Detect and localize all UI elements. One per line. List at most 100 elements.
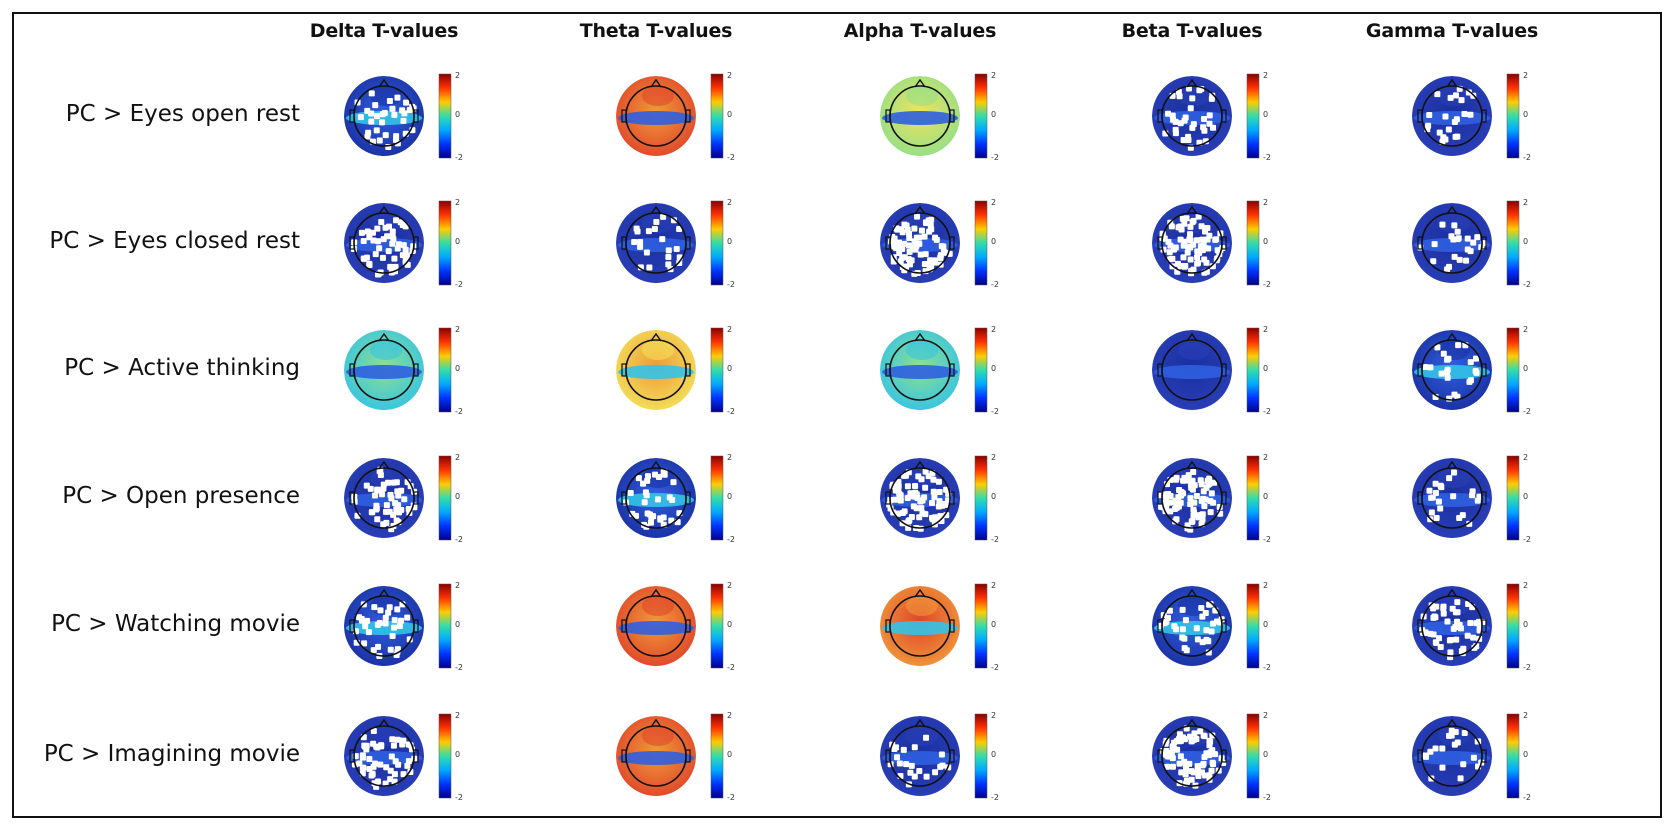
electrode-marker <box>370 740 377 747</box>
electrode-marker <box>1189 219 1196 226</box>
electrode-marker <box>1474 497 1481 504</box>
electrode-marker <box>1435 498 1442 505</box>
topomap-cell: 2 0 -2 <box>608 578 768 678</box>
topomap-svg: 2 0 -2 <box>616 453 735 544</box>
electrode-marker <box>933 236 940 243</box>
electrode-marker <box>1181 635 1188 642</box>
scalp-region <box>642 596 674 616</box>
topomap-cell: 2 0 -2 <box>1144 578 1304 678</box>
electrode-marker <box>1473 620 1480 627</box>
colorbar <box>974 583 988 669</box>
colorbar-tick-label: 2 <box>727 325 732 334</box>
colorbar-tick-label: 2 <box>1523 711 1528 720</box>
colorbar <box>710 200 724 286</box>
topomap-cell: 2 0 -2 <box>608 708 768 808</box>
electrode-marker <box>371 492 378 499</box>
colorbar-tick-label: -2 <box>727 407 735 416</box>
electrode-marker <box>373 127 380 134</box>
colorbar-tick-label: 0 <box>991 620 996 629</box>
colorbar-tick-label: -2 <box>1523 535 1531 544</box>
electrode-marker <box>1170 116 1177 123</box>
electrode-marker <box>367 485 374 492</box>
right-ear <box>949 619 955 633</box>
right-ear <box>413 109 419 123</box>
electrode-marker <box>391 111 398 118</box>
electrode-marker <box>899 510 906 517</box>
electrode-marker <box>911 225 918 232</box>
electrode-marker <box>1193 625 1200 632</box>
topomap-svg: 2 0 -2 <box>880 581 999 672</box>
electrode-marker <box>1201 503 1208 510</box>
scalp-region <box>642 726 674 746</box>
electrode-marker <box>380 236 387 243</box>
electrode-marker <box>1176 738 1183 745</box>
topomap-svg: 2 0 -2 <box>344 325 463 416</box>
electrode-marker <box>390 479 397 486</box>
electrode-marker <box>922 468 929 475</box>
electrode-marker <box>1444 368 1451 375</box>
colorbar-tick-label: -2 <box>1263 793 1271 802</box>
electrode-marker <box>1470 634 1477 641</box>
right-ear <box>685 491 691 505</box>
left-ear <box>349 749 355 763</box>
electrode-marker <box>366 765 373 772</box>
electrode-marker <box>390 235 397 242</box>
electrode-marker <box>894 754 901 761</box>
electrode-marker <box>643 249 650 256</box>
electrode-marker <box>645 228 652 235</box>
electrode-marker <box>379 119 386 126</box>
nose-marker <box>1186 460 1198 470</box>
electrode-marker <box>1212 236 1219 243</box>
topomap-cell: 2 0 -2 <box>608 450 768 550</box>
electrode-marker <box>1194 636 1201 643</box>
electrode-marker <box>1444 266 1451 273</box>
electrode-marker <box>1430 258 1437 265</box>
electrode-marker <box>1444 618 1451 625</box>
electrode-marker <box>665 261 672 268</box>
electrode-marker <box>359 754 366 761</box>
topomap-svg: 2 0 -2 <box>1152 453 1271 544</box>
colorbar-tick-label: 2 <box>455 711 460 720</box>
electrode-marker <box>361 640 368 647</box>
electrode-marker <box>1428 494 1435 501</box>
electrode-marker <box>400 242 407 249</box>
left-ear <box>1417 749 1423 763</box>
electrode-marker <box>394 736 401 743</box>
electrode-marker <box>1461 111 1468 118</box>
electrode-marker <box>1187 105 1194 112</box>
topomap-cell: 2 0 -2 <box>872 68 1032 168</box>
electrode-marker <box>1454 393 1461 400</box>
electrode-marker <box>1463 257 1470 264</box>
scalp-band <box>882 111 958 125</box>
electrode-marker <box>1201 753 1208 760</box>
electrode-marker <box>387 646 394 653</box>
electrode-marker <box>1209 732 1216 739</box>
electrode-marker <box>1190 121 1197 128</box>
colorbar <box>1246 455 1260 541</box>
electrode-marker <box>1427 748 1434 755</box>
topomap-cell: 2 0 -2 <box>1404 322 1564 422</box>
electrode-marker <box>400 117 407 124</box>
electrode-marker <box>380 481 387 488</box>
topomap-svg: 2 0 -2 <box>880 453 999 544</box>
topomap-cell: 2 0 -2 <box>1404 68 1564 168</box>
colorbar <box>974 327 988 413</box>
nose-marker <box>650 78 662 88</box>
nose-marker <box>650 718 662 728</box>
electrode-marker <box>1176 760 1183 767</box>
electrode-marker <box>1422 363 1429 370</box>
electrode-marker <box>913 505 920 512</box>
colorbar <box>438 73 452 159</box>
figure-frame <box>12 12 1662 818</box>
electrode-marker <box>404 614 411 621</box>
electrode-marker <box>637 243 644 250</box>
scalp-band <box>1154 365 1230 379</box>
electrode-marker <box>1179 606 1186 613</box>
electrode-marker <box>377 471 384 478</box>
electrode-marker <box>660 213 667 220</box>
electrode-marker <box>399 252 406 259</box>
electrode-marker <box>377 761 384 768</box>
electrode-marker <box>1208 628 1215 635</box>
colorbar-tick-label: 0 <box>727 364 732 373</box>
colorbar-tick-label: -2 <box>727 663 735 672</box>
